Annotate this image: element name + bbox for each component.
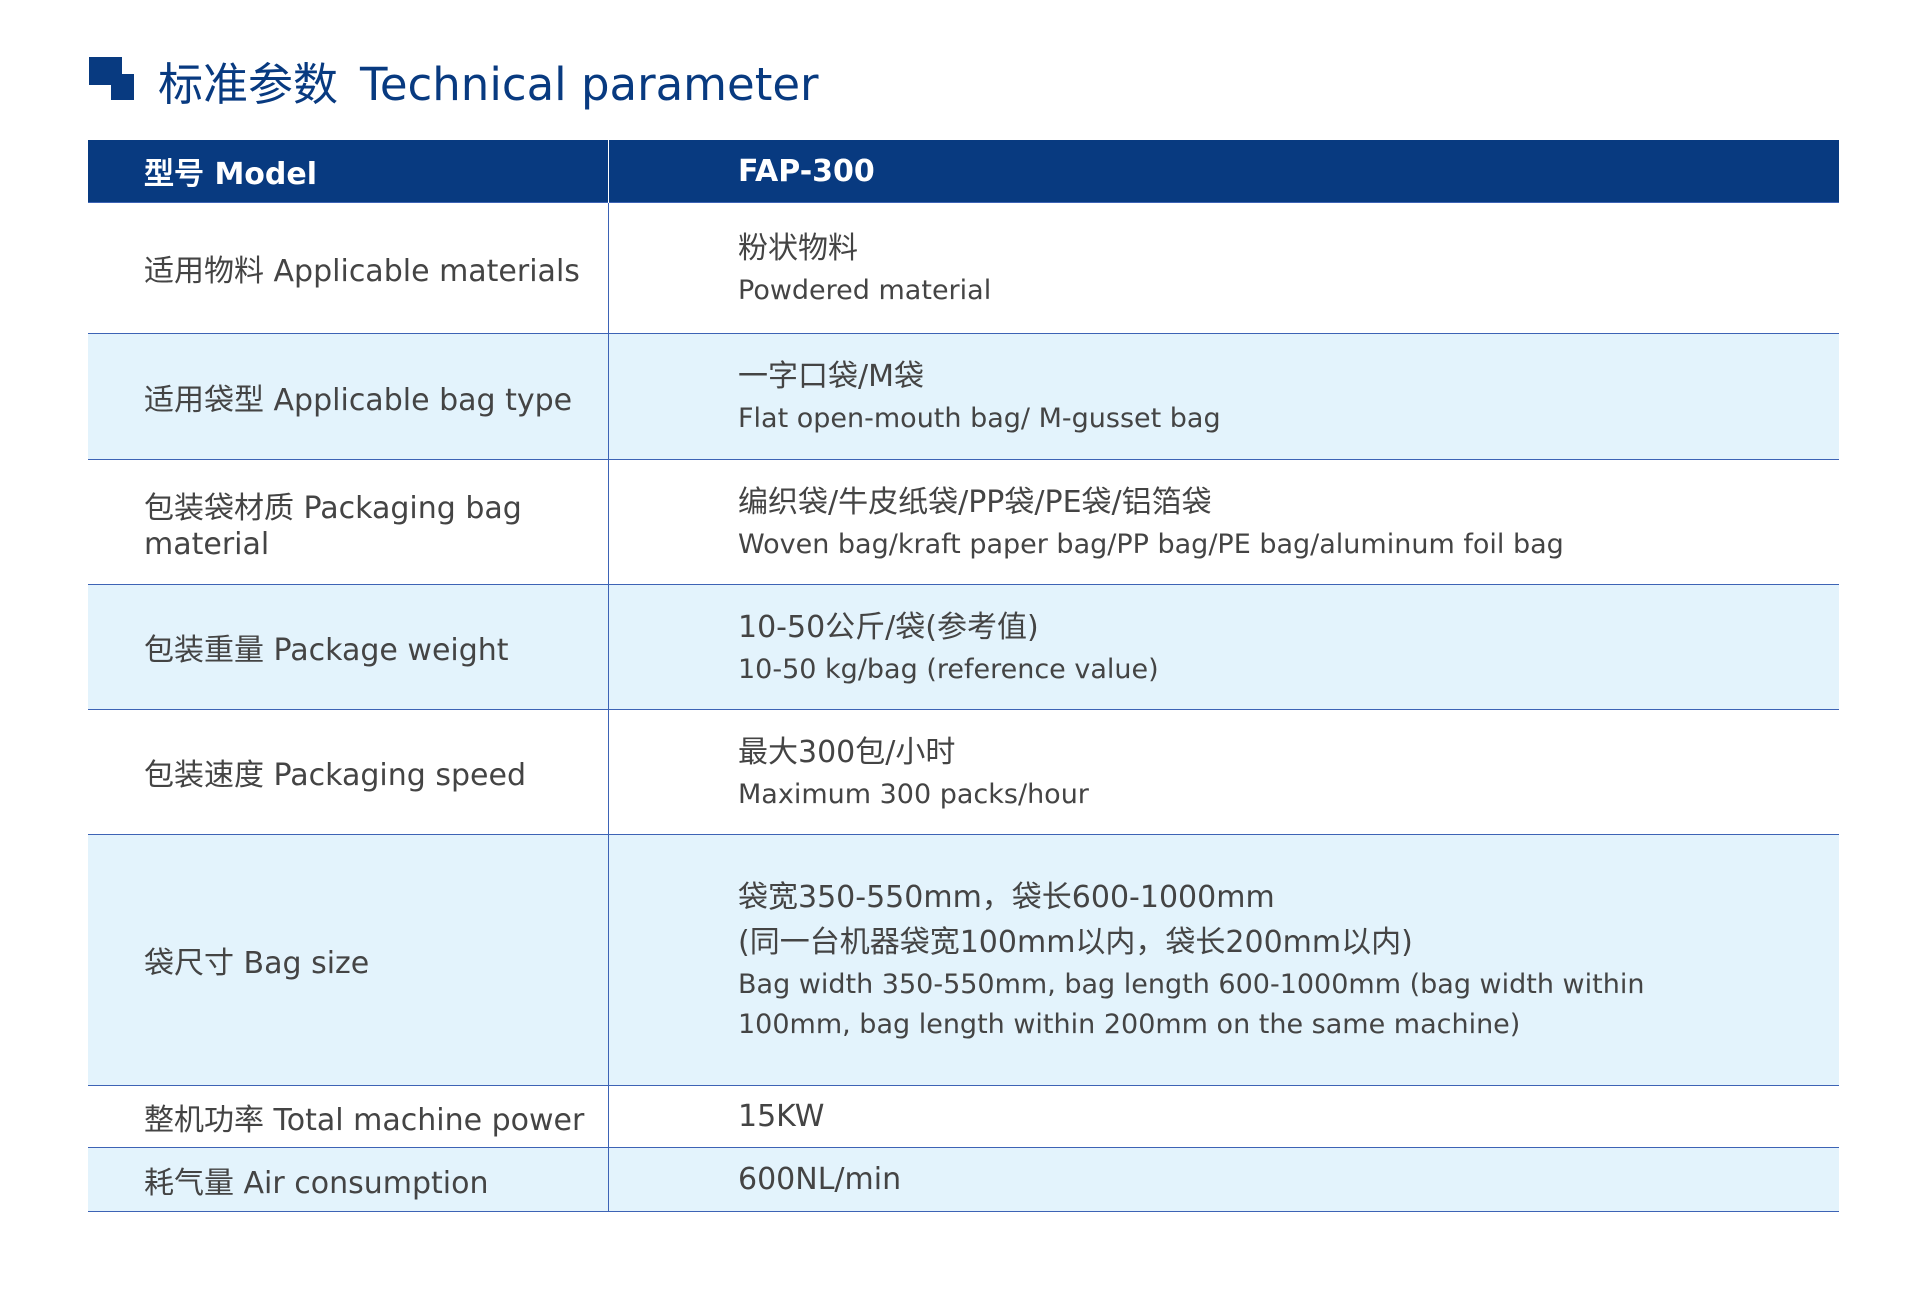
value-en: Bag width 350-550mm, bag length 600-1000… [738, 969, 1645, 1000]
value-en: 10-50 kg/bag (reference value) [738, 653, 1159, 685]
param-value: 最大300包/小时 Maximum 300 packs/hour [608, 709, 1839, 835]
param-value: 粉状物料 Powdered material [608, 202, 1839, 334]
value-zh: 一字口袋/M袋 [738, 359, 924, 394]
value-zh: 600NL/min [738, 1162, 902, 1197]
table-row: 包装速度 Packaging speed 最大300包/小时 Maximum 300… [88, 709, 1839, 835]
param-value: 一字口袋/M袋 Flat open-mouth bag/ M-gusset bag [608, 333, 1839, 460]
value-en: Woven bag/kraft paper bag/PP bag/PE bag/… [738, 528, 1564, 560]
param-value: 15KW [608, 1085, 1839, 1148]
param-label: 包装重量 Package weight [88, 584, 609, 710]
table-row: 整机功率 Total machine power 15KW [88, 1085, 1839, 1148]
param-value: 10-50公斤/袋(参考值) 10-50 kg/bag (reference va… [608, 584, 1839, 710]
param-label: 耗气量 Air consumption [88, 1147, 609, 1212]
table-row: 适用袋型 Applicable bag type 一字口袋/M袋 Flat open… [88, 333, 1839, 460]
value-zh: 粉状物料 [738, 230, 858, 266]
table-row: 耗气量 Air consumption 600NL/min [88, 1147, 1839, 1212]
value-en: Powdered material [738, 274, 992, 306]
table-row: 适用物料 Applicable materials 粉状物料 Powdered ma… [88, 202, 1839, 334]
value-en: Flat open-mouth bag/ M-gusset bag [738, 403, 1221, 434]
param-value: 600NL/min [608, 1147, 1839, 1212]
title-zh: 标准参数 [158, 58, 339, 111]
param-label: 适用袋型 Applicable bag type [88, 333, 609, 460]
table-row: 包装重量 Package weight 10-50公斤/袋(参考值) 10-50 k… [88, 584, 1839, 710]
col2-header: FAP-300 [608, 140, 1839, 203]
value-zh: 10-50公斤/袋(参考值) [738, 609, 1039, 645]
param-label: 包装速度 Packaging speed [88, 709, 609, 835]
title-en: Technical parameter [360, 58, 819, 111]
param-label: 包装袋材质 Packaging bag material [88, 459, 609, 585]
value-zh: 袋宽350-550mm，袋长600-1000mm [738, 880, 1275, 915]
param-label: 适用物料 Applicable materials [88, 202, 609, 334]
parameter-table: 型号 Model FAP-300 适用物料 Applicable materia… [88, 140, 1839, 1212]
table-row: 袋尺寸 Bag size 袋宽350-550mm，袋长600-1000mm (同一台… [88, 834, 1839, 1086]
table-header-row: 型号 Model FAP-300 [88, 140, 1839, 203]
value-zh: 最大300包/小时 [738, 734, 956, 770]
col1-header: 型号 Model [88, 140, 609, 203]
table-row: 包装袋材质 Packaging bag material 编织袋/牛皮纸袋/PP袋… [88, 459, 1839, 585]
value-en: 100mm, bag length within 200mm on the sa… [738, 1009, 1521, 1040]
page-title: 标准参数 Technical parameter [158, 48, 819, 113]
value-zh: 编织袋/牛皮纸袋/PP袋/PE袋/铝箔袋 [738, 484, 1212, 520]
value-en: Maximum 300 packs/hour [738, 778, 1089, 810]
param-value: 袋宽350-550mm，袋长600-1000mm (同一台机器袋宽100mm以内，… [608, 834, 1839, 1086]
value-zh: 15KW [738, 1099, 825, 1134]
value-zh: (同一台机器袋宽100mm以内，袋长200mm以内) [738, 925, 1413, 960]
param-value: 编织袋/牛皮纸袋/PP袋/PE袋/铝箔袋 Woven bag/kraft pape… [608, 459, 1839, 585]
param-label: 整机功率 Total machine power [88, 1085, 609, 1148]
param-label: 袋尺寸 Bag size [88, 834, 609, 1086]
section-square-icon [89, 57, 134, 100]
